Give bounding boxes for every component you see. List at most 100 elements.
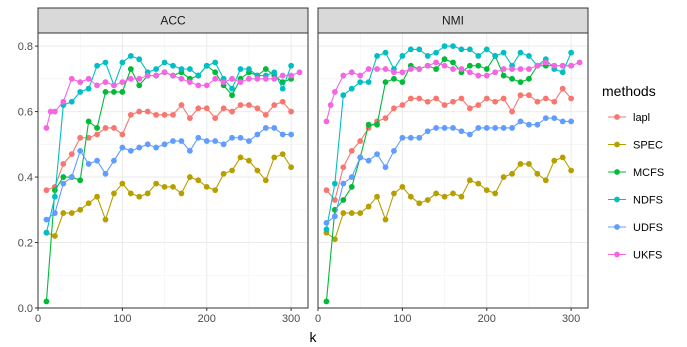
x-axis-ticks: 0 100 200 300 <box>315 308 580 325</box>
data-point <box>517 118 524 125</box>
data-point <box>357 138 364 144</box>
data-point <box>102 170 109 177</box>
data-point <box>551 98 558 105</box>
data-point <box>509 125 515 131</box>
series-lapl <box>323 85 575 203</box>
data-point <box>102 216 109 223</box>
y-tick-label: 0.2 <box>18 238 33 250</box>
data-point <box>288 164 295 171</box>
data-point <box>153 180 160 187</box>
data-point <box>271 154 278 161</box>
data-point <box>119 59 126 66</box>
data-point <box>382 49 389 56</box>
data-point <box>203 62 210 69</box>
data-point <box>450 43 456 49</box>
data-point <box>47 108 54 115</box>
data-point <box>450 125 456 131</box>
data-point <box>60 210 67 216</box>
x-tick-label: 100 <box>113 313 131 325</box>
data-point <box>170 138 176 144</box>
data-point <box>416 66 423 72</box>
legend-key-point <box>614 169 620 175</box>
data-point <box>568 49 575 56</box>
data-point <box>331 197 338 203</box>
data-point <box>526 92 532 99</box>
data-point <box>127 53 134 59</box>
legend-title: methods <box>602 83 656 99</box>
data-point <box>212 69 219 76</box>
data-point <box>229 92 235 99</box>
data-point <box>144 108 151 115</box>
data-point <box>68 151 75 158</box>
data-point <box>340 164 347 171</box>
data-point <box>85 134 92 141</box>
data-point <box>559 118 566 125</box>
legend-key-point <box>614 224 620 230</box>
chart-panels: ACC 0 100 200 300 0.0 0.2 0.4 0.6 0.8 NMI 0 100 200 30… <box>18 7 589 325</box>
data-point <box>517 161 524 167</box>
data-point <box>568 95 575 102</box>
data-point <box>416 134 423 141</box>
data-point <box>509 170 515 177</box>
data-point <box>94 157 100 164</box>
data-point <box>136 75 143 82</box>
data-point <box>492 69 499 76</box>
data-point <box>94 62 100 69</box>
x-tick-label: 300 <box>282 313 300 325</box>
data-point <box>296 69 303 76</box>
y-tick-label: 0.4 <box>18 172 33 184</box>
data-point <box>43 298 50 305</box>
data-point <box>576 59 583 66</box>
data-point <box>323 187 330 194</box>
data-point <box>391 69 397 76</box>
data-point <box>111 82 117 89</box>
panel-border <box>317 32 589 309</box>
legend-item-ukfs: UKFS <box>608 250 662 262</box>
data-point <box>517 92 524 99</box>
data-point <box>374 53 380 59</box>
data-point <box>68 98 75 105</box>
data-point <box>517 49 524 56</box>
data-point <box>127 190 134 197</box>
data-point <box>271 75 278 82</box>
data-point <box>203 183 210 190</box>
data-point <box>416 46 423 53</box>
data-point <box>382 66 389 72</box>
data-point <box>424 53 431 59</box>
data-point <box>365 203 372 210</box>
data-point <box>331 89 338 95</box>
data-point <box>492 125 499 131</box>
data-point <box>111 157 117 164</box>
data-point <box>357 72 364 79</box>
legend-item-udfs: UDFS <box>608 222 663 234</box>
data-point <box>178 190 185 197</box>
data-point <box>212 75 219 82</box>
data-point <box>433 95 440 102</box>
legend-label: UDFS <box>633 222 663 234</box>
data-point <box>94 131 100 138</box>
legend-key-point <box>614 251 620 258</box>
data-point <box>340 92 347 99</box>
data-point <box>254 105 261 112</box>
data-point <box>466 62 473 69</box>
series-udfs <box>323 115 575 226</box>
data-point <box>170 183 176 190</box>
data-point <box>68 210 75 216</box>
data-point <box>77 79 84 86</box>
data-point <box>365 79 372 86</box>
data-point <box>433 59 440 66</box>
data-point <box>407 66 414 72</box>
data-point <box>279 151 286 158</box>
data-point <box>246 66 252 72</box>
data-point <box>568 167 575 174</box>
data-point <box>399 134 406 141</box>
data-point <box>94 193 100 200</box>
x-axis-ticks: 0 100 200 300 <box>35 308 300 325</box>
panel-nmi: NMI 0 100 200 300 <box>315 7 589 325</box>
data-point <box>279 98 286 105</box>
series-mcfs <box>323 53 575 305</box>
panel-acc: ACC 0 100 200 300 0.0 0.2 0.4 0.6 0.8 <box>18 7 309 325</box>
data-point <box>348 183 355 190</box>
data-point <box>559 85 566 92</box>
data-point <box>458 193 465 200</box>
